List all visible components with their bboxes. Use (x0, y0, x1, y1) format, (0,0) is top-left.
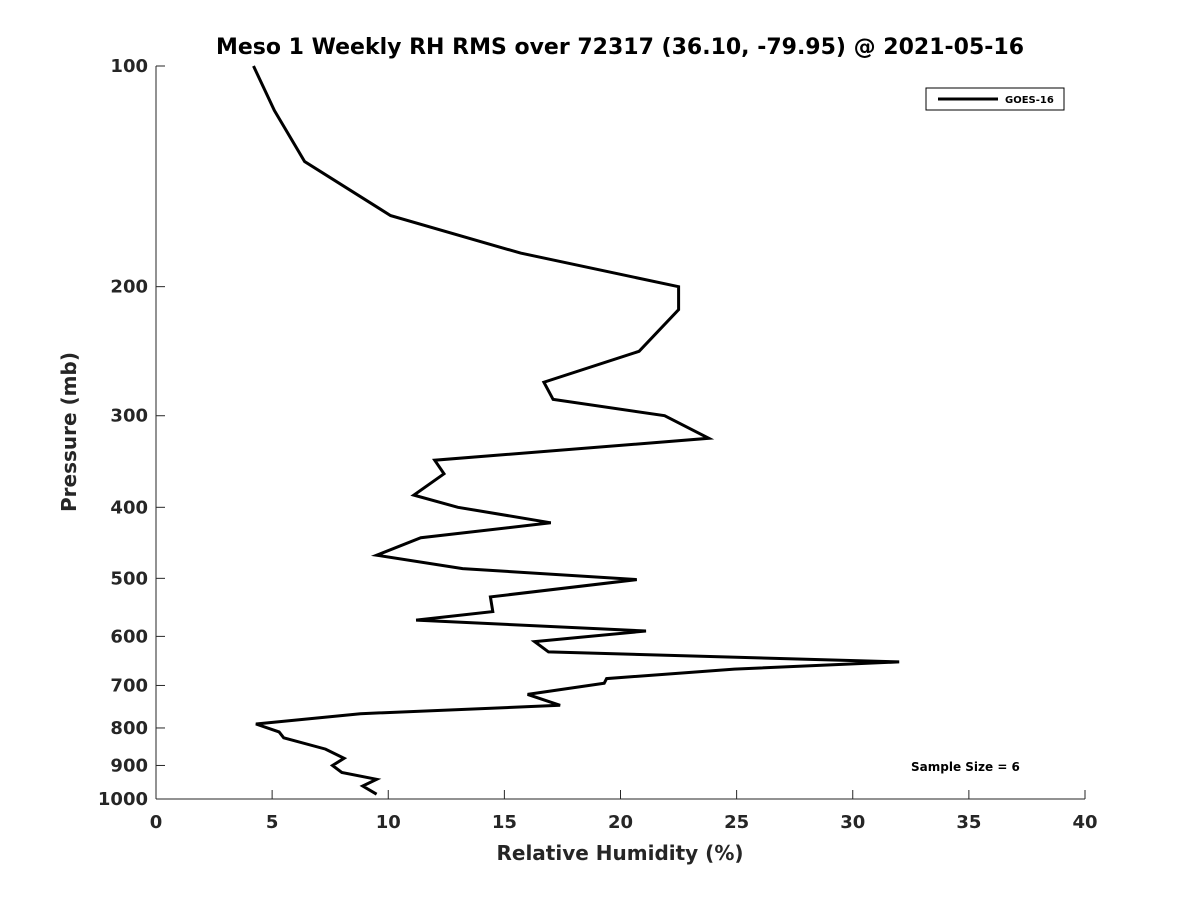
sample-size-annotation: Sample Size = 6 (911, 760, 1020, 774)
x-tick-label: 5 (266, 812, 279, 833)
x-tick-label: 15 (492, 812, 517, 833)
y-tick-label: 400 (110, 497, 148, 518)
legend-label-goes-16: GOES-16 (1005, 95, 1054, 106)
y-tick-label: 300 (110, 406, 148, 427)
y-tick-label: 900 (110, 755, 148, 776)
x-tick-label: 10 (376, 812, 401, 833)
y-tick-label: 1000 (98, 789, 148, 810)
y-tick-label: 600 (110, 626, 148, 647)
x-tick-label: 30 (840, 812, 865, 833)
series-layer (252, 65, 900, 796)
y-tick-label: 200 (110, 277, 148, 298)
series-line-goes-16 (252, 65, 900, 796)
x-axis-label: Relative Humidity (%) (496, 841, 743, 865)
y-tick-label: 800 (110, 718, 148, 739)
axes: 0 5 10 15 20 25 30 35 40 100 200 300 400 500 600 700 800… (98, 56, 1098, 833)
y-tick-label: 500 (110, 568, 148, 589)
x-tick-label: 25 (724, 812, 749, 833)
legend: GOES-16 (925, 87, 1065, 111)
x-tick-label: 20 (608, 812, 633, 833)
x-tick-label: 40 (1072, 812, 1097, 833)
y-tick-label: 100 (110, 56, 148, 77)
x-tick-label: 0 (150, 812, 163, 833)
y-axis-label: Pressure (mb) (57, 352, 81, 512)
chart-title: Meso 1 Weekly RH RMS over 72317 (36.10, … (216, 35, 1024, 60)
y-tick-label: 700 (110, 675, 148, 696)
x-tick-label: 35 (956, 812, 981, 833)
